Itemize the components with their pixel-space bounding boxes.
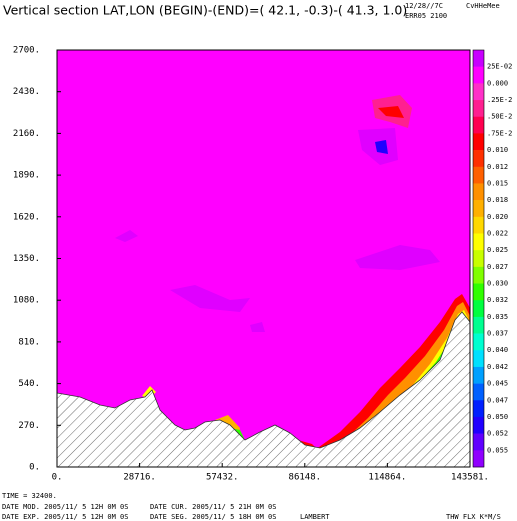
colorbar-band [473,333,484,351]
chart-title: Vertical section LAT,LON (BEGIN)-(END)=(… [3,3,407,18]
colorbar-label: 25E-02 [487,63,512,71]
x-tick-label: 28716. [123,473,156,483]
colorbar-label: 0.012 [487,163,508,171]
colorbar-band [473,316,484,334]
colorbar-label: 0.032 [487,296,508,304]
colorbar-label: 0.035 [487,313,508,321]
projection: LAMBERT [300,513,330,521]
y-tick-label: 1350. [13,254,40,264]
colorbar-label: 0.042 [487,363,508,371]
colorbar-label: 0.050 [487,413,508,421]
colorbar-label: .50E-2 [487,113,512,121]
colorbar-label: 0.052 [487,430,508,438]
y-tick-label: 2160. [13,129,40,139]
run-info: 12/28//7C [405,2,443,10]
colorbar-label: 0.022 [487,229,508,237]
colorbar-band [473,450,484,468]
colorbar-band [473,66,484,84]
colorbar-band [473,50,484,67]
colorbar-label: .75E-2 [487,129,512,137]
y-tick-label: 1080. [13,296,40,306]
colorbar-label: 0.015 [487,179,508,187]
colorbar-band [473,416,484,434]
colorbar-label: 0.020 [487,213,508,221]
y-tick-label: 2700. [13,46,40,56]
colorbar-band [473,83,484,101]
colorbar-label: .25E-2 [487,96,512,104]
colorbar-band [473,266,484,284]
colorbar-band [473,433,484,451]
colorbar-band [473,100,484,118]
contour-region [170,285,250,312]
run-info: CvHHeMee [466,2,500,10]
x-tick-label: 0. [52,473,63,483]
run-info: ERR05 2100 [405,12,447,20]
colorbar-band [473,133,484,151]
date-line: DATE CUR. 2005/11/ 5 21H 0M 0S [150,503,276,511]
colorbar-band [473,116,484,134]
variable-label: THW FLX K*M/S [446,513,501,521]
colorbar-band [473,166,484,184]
colorbar-band [473,150,484,168]
x-tick-label: 143581. [451,473,489,483]
y-tick-label: 540. [18,379,40,389]
colorbar-label: 0.040 [487,346,508,354]
colorbar-band [473,350,484,368]
contour-region [375,140,388,154]
y-tick-label: 1620. [13,212,40,222]
terrain [57,311,470,467]
time-label: TIME = 32400. [2,492,57,500]
date-line: DATE SEG. 2005/11/ 5 18H 0M 0S [150,513,276,521]
colorbar-label: 0.025 [487,246,508,254]
colorbar-band [473,216,484,234]
y-tick-label: 1890. [13,171,40,181]
colorbar-band [473,200,484,218]
colorbar-label: 0.010 [487,146,508,154]
contour-region [115,230,138,242]
colorbar-label: 0.027 [487,263,508,271]
colorbar-band [473,300,484,318]
colorbar-label: 0.045 [487,380,508,388]
colorbar-label: 0.030 [487,280,508,288]
colorbar-band [473,366,484,384]
contour-field [57,50,470,467]
colorbar-band [473,283,484,301]
contour-region [378,106,404,118]
colorbar-frame [472,49,485,468]
colorbar-band [473,233,484,251]
y-tick-label: 0. [29,463,40,473]
y-tick-label: 2430. [13,87,40,97]
colorbar-band [473,250,484,268]
colorbar-band [473,183,484,201]
colorbar-band [473,383,484,401]
colorbar-label: 0.047 [487,396,508,404]
colorbar-label: 0.055 [487,446,508,454]
y-tick-label: 270. [18,421,40,431]
date-line: DATE EXP. 2005/11/ 5 12H 0M 0S [2,513,128,521]
contour-region [250,322,265,332]
x-tick-label: 86148. [289,473,322,483]
x-tick-label: 57432. [206,473,239,483]
colorbar-label: 0.037 [487,330,508,338]
colorbar-label: 0.018 [487,196,508,204]
date-line: DATE MOD. 2005/11/ 5 12H 0M 0S [2,503,128,511]
colorbar-label: 0.000 [487,79,508,87]
contour-region [355,245,440,270]
colorbar-band [473,400,484,418]
y-tick-label: 810. [18,337,40,347]
x-tick-label: 114864. [368,473,406,483]
